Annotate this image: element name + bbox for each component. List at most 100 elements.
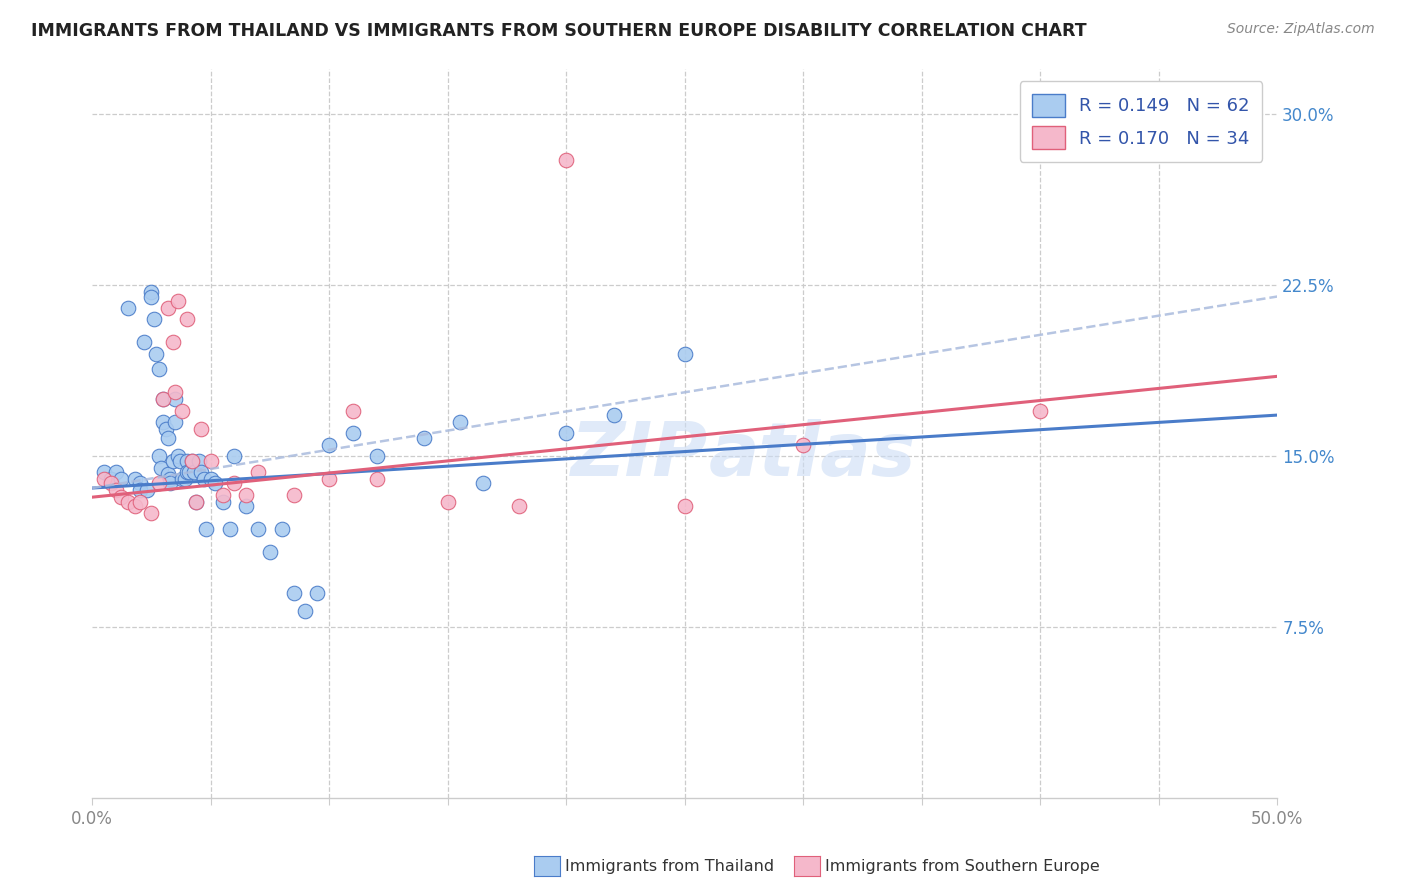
Point	[436, 494, 458, 508]
Point	[93, 472, 115, 486]
Point	[152, 392, 174, 406]
Point	[176, 453, 198, 467]
Point	[270, 522, 292, 536]
Point	[165, 415, 187, 429]
Point	[247, 465, 270, 479]
Point	[128, 494, 150, 508]
Point	[148, 449, 170, 463]
Point	[186, 494, 208, 508]
Point	[100, 472, 122, 486]
Point	[165, 392, 187, 406]
Point	[172, 472, 194, 486]
Point	[157, 467, 180, 482]
Point	[176, 312, 198, 326]
Point	[449, 415, 471, 429]
Point	[190, 422, 212, 436]
Point	[176, 465, 198, 479]
Point	[283, 488, 305, 502]
Point	[224, 476, 246, 491]
Point	[193, 472, 215, 486]
Point	[342, 403, 364, 417]
Point	[162, 453, 184, 467]
Point	[110, 472, 132, 486]
Text: ZIP: ZIP	[571, 418, 709, 491]
Point	[141, 506, 163, 520]
Point	[141, 285, 163, 299]
Point	[211, 488, 233, 502]
Point	[200, 453, 222, 467]
Point	[155, 422, 177, 436]
Point	[93, 465, 115, 479]
Text: Source: ZipAtlas.com: Source: ZipAtlas.com	[1227, 22, 1375, 37]
Text: Immigrants from Thailand: Immigrants from Thailand	[565, 859, 775, 873]
Point	[673, 346, 696, 360]
Point	[166, 449, 188, 463]
Point	[152, 392, 174, 406]
Point	[211, 494, 233, 508]
Point	[100, 476, 122, 491]
Point	[180, 453, 202, 467]
Point	[183, 465, 205, 479]
Point	[172, 403, 194, 417]
Point	[180, 453, 202, 467]
Point	[235, 488, 257, 502]
Point	[555, 153, 578, 167]
Point	[110, 490, 132, 504]
Point	[124, 472, 146, 486]
Point	[187, 453, 209, 467]
Point	[792, 438, 814, 452]
Point	[224, 449, 246, 463]
Point	[128, 483, 150, 498]
Point	[342, 426, 364, 441]
Point	[134, 335, 156, 350]
Text: Immigrants from Southern Europe: Immigrants from Southern Europe	[825, 859, 1099, 873]
Point	[128, 476, 150, 491]
Point	[235, 500, 257, 514]
Point	[259, 545, 281, 559]
Point	[318, 438, 340, 452]
Point	[472, 476, 495, 491]
Point	[148, 362, 170, 376]
Point	[307, 586, 329, 600]
Point	[366, 449, 388, 463]
Point	[124, 500, 146, 514]
Point	[673, 500, 696, 514]
Point	[247, 522, 270, 536]
Point	[157, 431, 180, 445]
Point	[283, 586, 305, 600]
Point	[1029, 403, 1052, 417]
Point	[169, 453, 191, 467]
Point	[117, 301, 139, 315]
Point	[166, 294, 188, 309]
Point	[318, 472, 340, 486]
Point	[602, 408, 624, 422]
Point	[179, 465, 201, 479]
Point	[104, 483, 127, 498]
Point	[200, 472, 222, 486]
Point	[555, 426, 578, 441]
Point	[190, 465, 212, 479]
Point	[159, 476, 181, 491]
Point	[162, 335, 184, 350]
Point	[149, 460, 172, 475]
Point	[294, 604, 316, 618]
Text: IMMIGRANTS FROM THAILAND VS IMMIGRANTS FROM SOUTHERN EUROPE DISABILITY CORRELATI: IMMIGRANTS FROM THAILAND VS IMMIGRANTS F…	[31, 22, 1087, 40]
Point	[145, 346, 167, 360]
Point	[218, 522, 240, 536]
Point	[135, 483, 157, 498]
Legend: R = 0.149   N = 62, R = 0.170   N = 34: R = 0.149 N = 62, R = 0.170 N = 34	[1019, 81, 1263, 162]
Point	[157, 301, 180, 315]
Point	[165, 385, 187, 400]
Point	[152, 415, 174, 429]
Point	[413, 431, 436, 445]
Point	[186, 494, 208, 508]
Point	[141, 289, 163, 303]
Text: atlas: atlas	[709, 418, 915, 491]
Point	[366, 472, 388, 486]
Point	[117, 494, 139, 508]
Point	[104, 465, 127, 479]
Point	[159, 472, 181, 486]
Point	[508, 500, 530, 514]
Point	[173, 472, 195, 486]
Point	[142, 312, 165, 326]
